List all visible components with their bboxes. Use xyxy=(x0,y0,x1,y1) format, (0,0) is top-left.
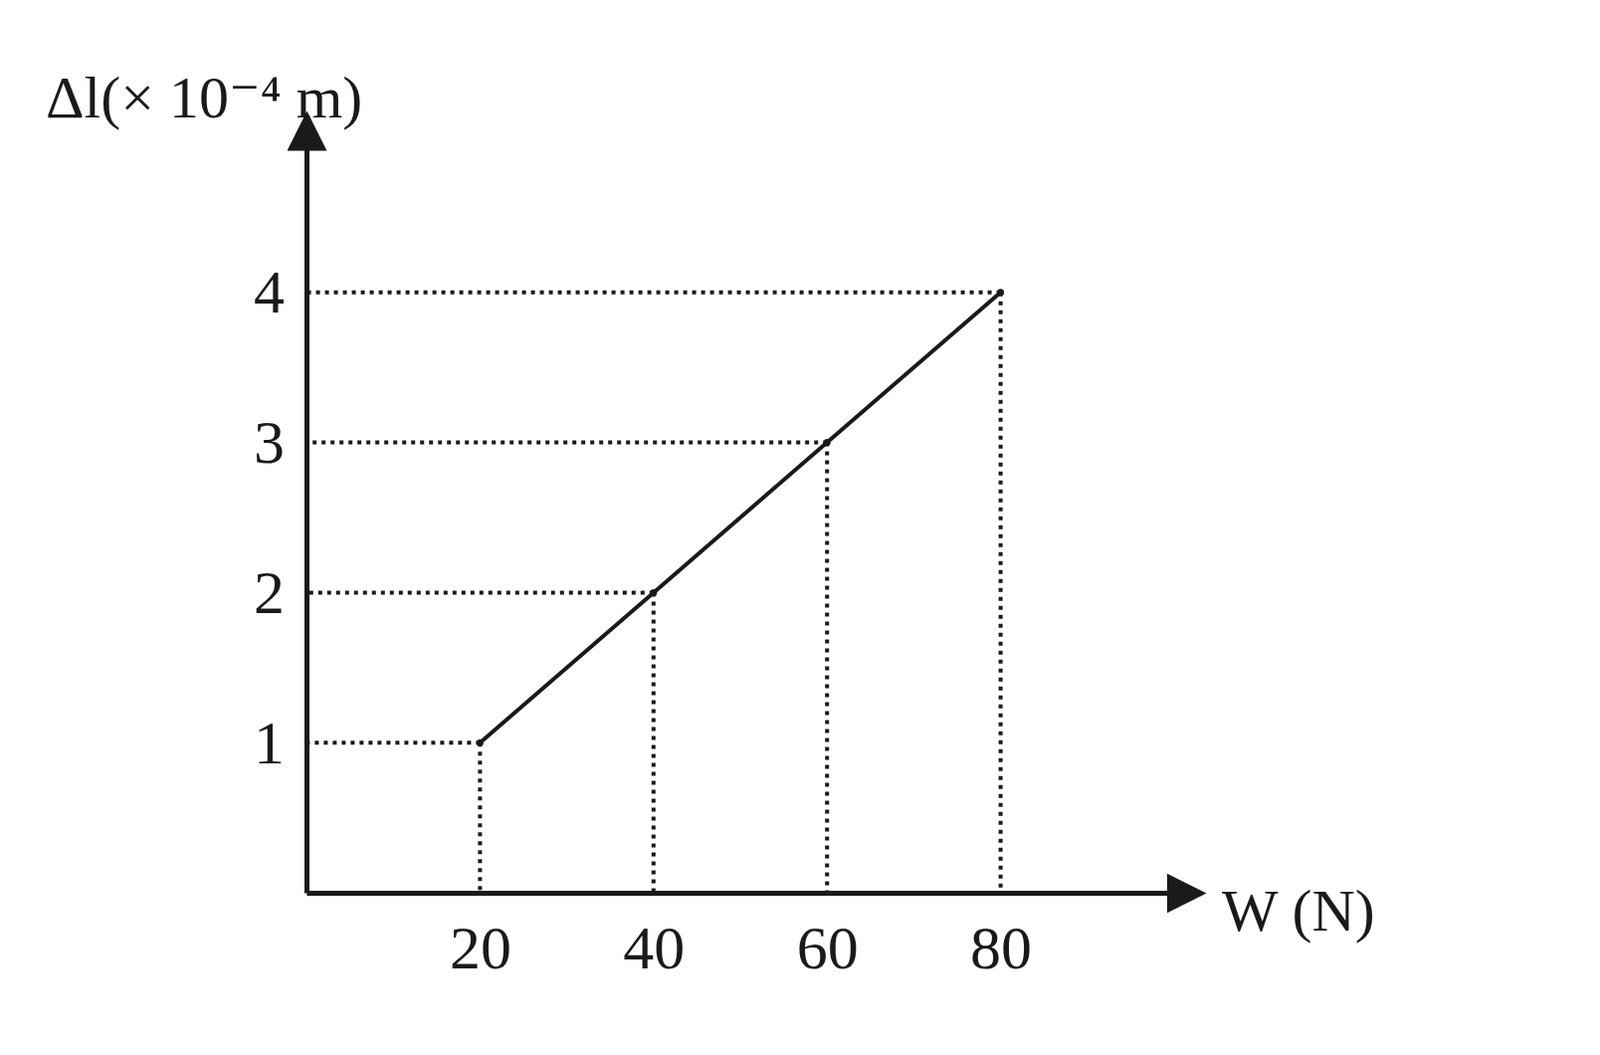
y-tick-label: 4 xyxy=(253,257,285,326)
data-point xyxy=(476,739,484,747)
x-axis: 20 40 60 80 xyxy=(307,892,1176,982)
guide-line-vertical xyxy=(999,292,1003,893)
guide-line-vertical xyxy=(651,592,656,893)
x-tick-label: 40 xyxy=(622,913,685,982)
guide-line-horizontal xyxy=(306,440,827,445)
data-point xyxy=(823,438,831,446)
guide-line-horizontal xyxy=(306,290,1001,295)
y-tick-label: 2 xyxy=(253,558,285,626)
y-tick: 1 xyxy=(253,708,307,777)
x-tick: 60 xyxy=(797,892,859,982)
guide-line-horizontal xyxy=(306,590,654,595)
data-point xyxy=(997,288,1004,296)
x-tick-label: 60 xyxy=(797,913,859,982)
guide-line-vertical xyxy=(477,742,482,893)
chart: 20 40 60 80 1 2 3 4 Δl(× 10⁻⁴ m) W (N) xyxy=(0,0,1600,1055)
x-axis-title: W (N) xyxy=(1221,877,1376,944)
guide-line-vertical xyxy=(824,442,829,893)
y-tick: 4 xyxy=(253,257,307,326)
y-tick-label: 3 xyxy=(253,407,285,476)
y-tick: 2 xyxy=(253,558,307,626)
y-tick-label: 1 xyxy=(253,708,285,777)
y-tick: 3 xyxy=(253,407,307,476)
data-line xyxy=(479,292,1000,743)
x-tick-label: 20 xyxy=(449,913,512,982)
guide-line-horizontal xyxy=(306,740,480,745)
y-axis: 1 2 3 4 xyxy=(253,143,308,894)
plot-area xyxy=(306,288,1004,893)
x-tick: 20 xyxy=(449,892,512,982)
y-axis-title: Δl(× 10⁻⁴ m) xyxy=(45,64,363,131)
x-tick-label: 80 xyxy=(970,913,1032,982)
data-point xyxy=(649,589,657,597)
x-axis-line xyxy=(307,890,1176,896)
y-axis-line xyxy=(304,143,310,894)
x-tick: 40 xyxy=(622,892,685,982)
x-tick: 80 xyxy=(970,892,1032,982)
